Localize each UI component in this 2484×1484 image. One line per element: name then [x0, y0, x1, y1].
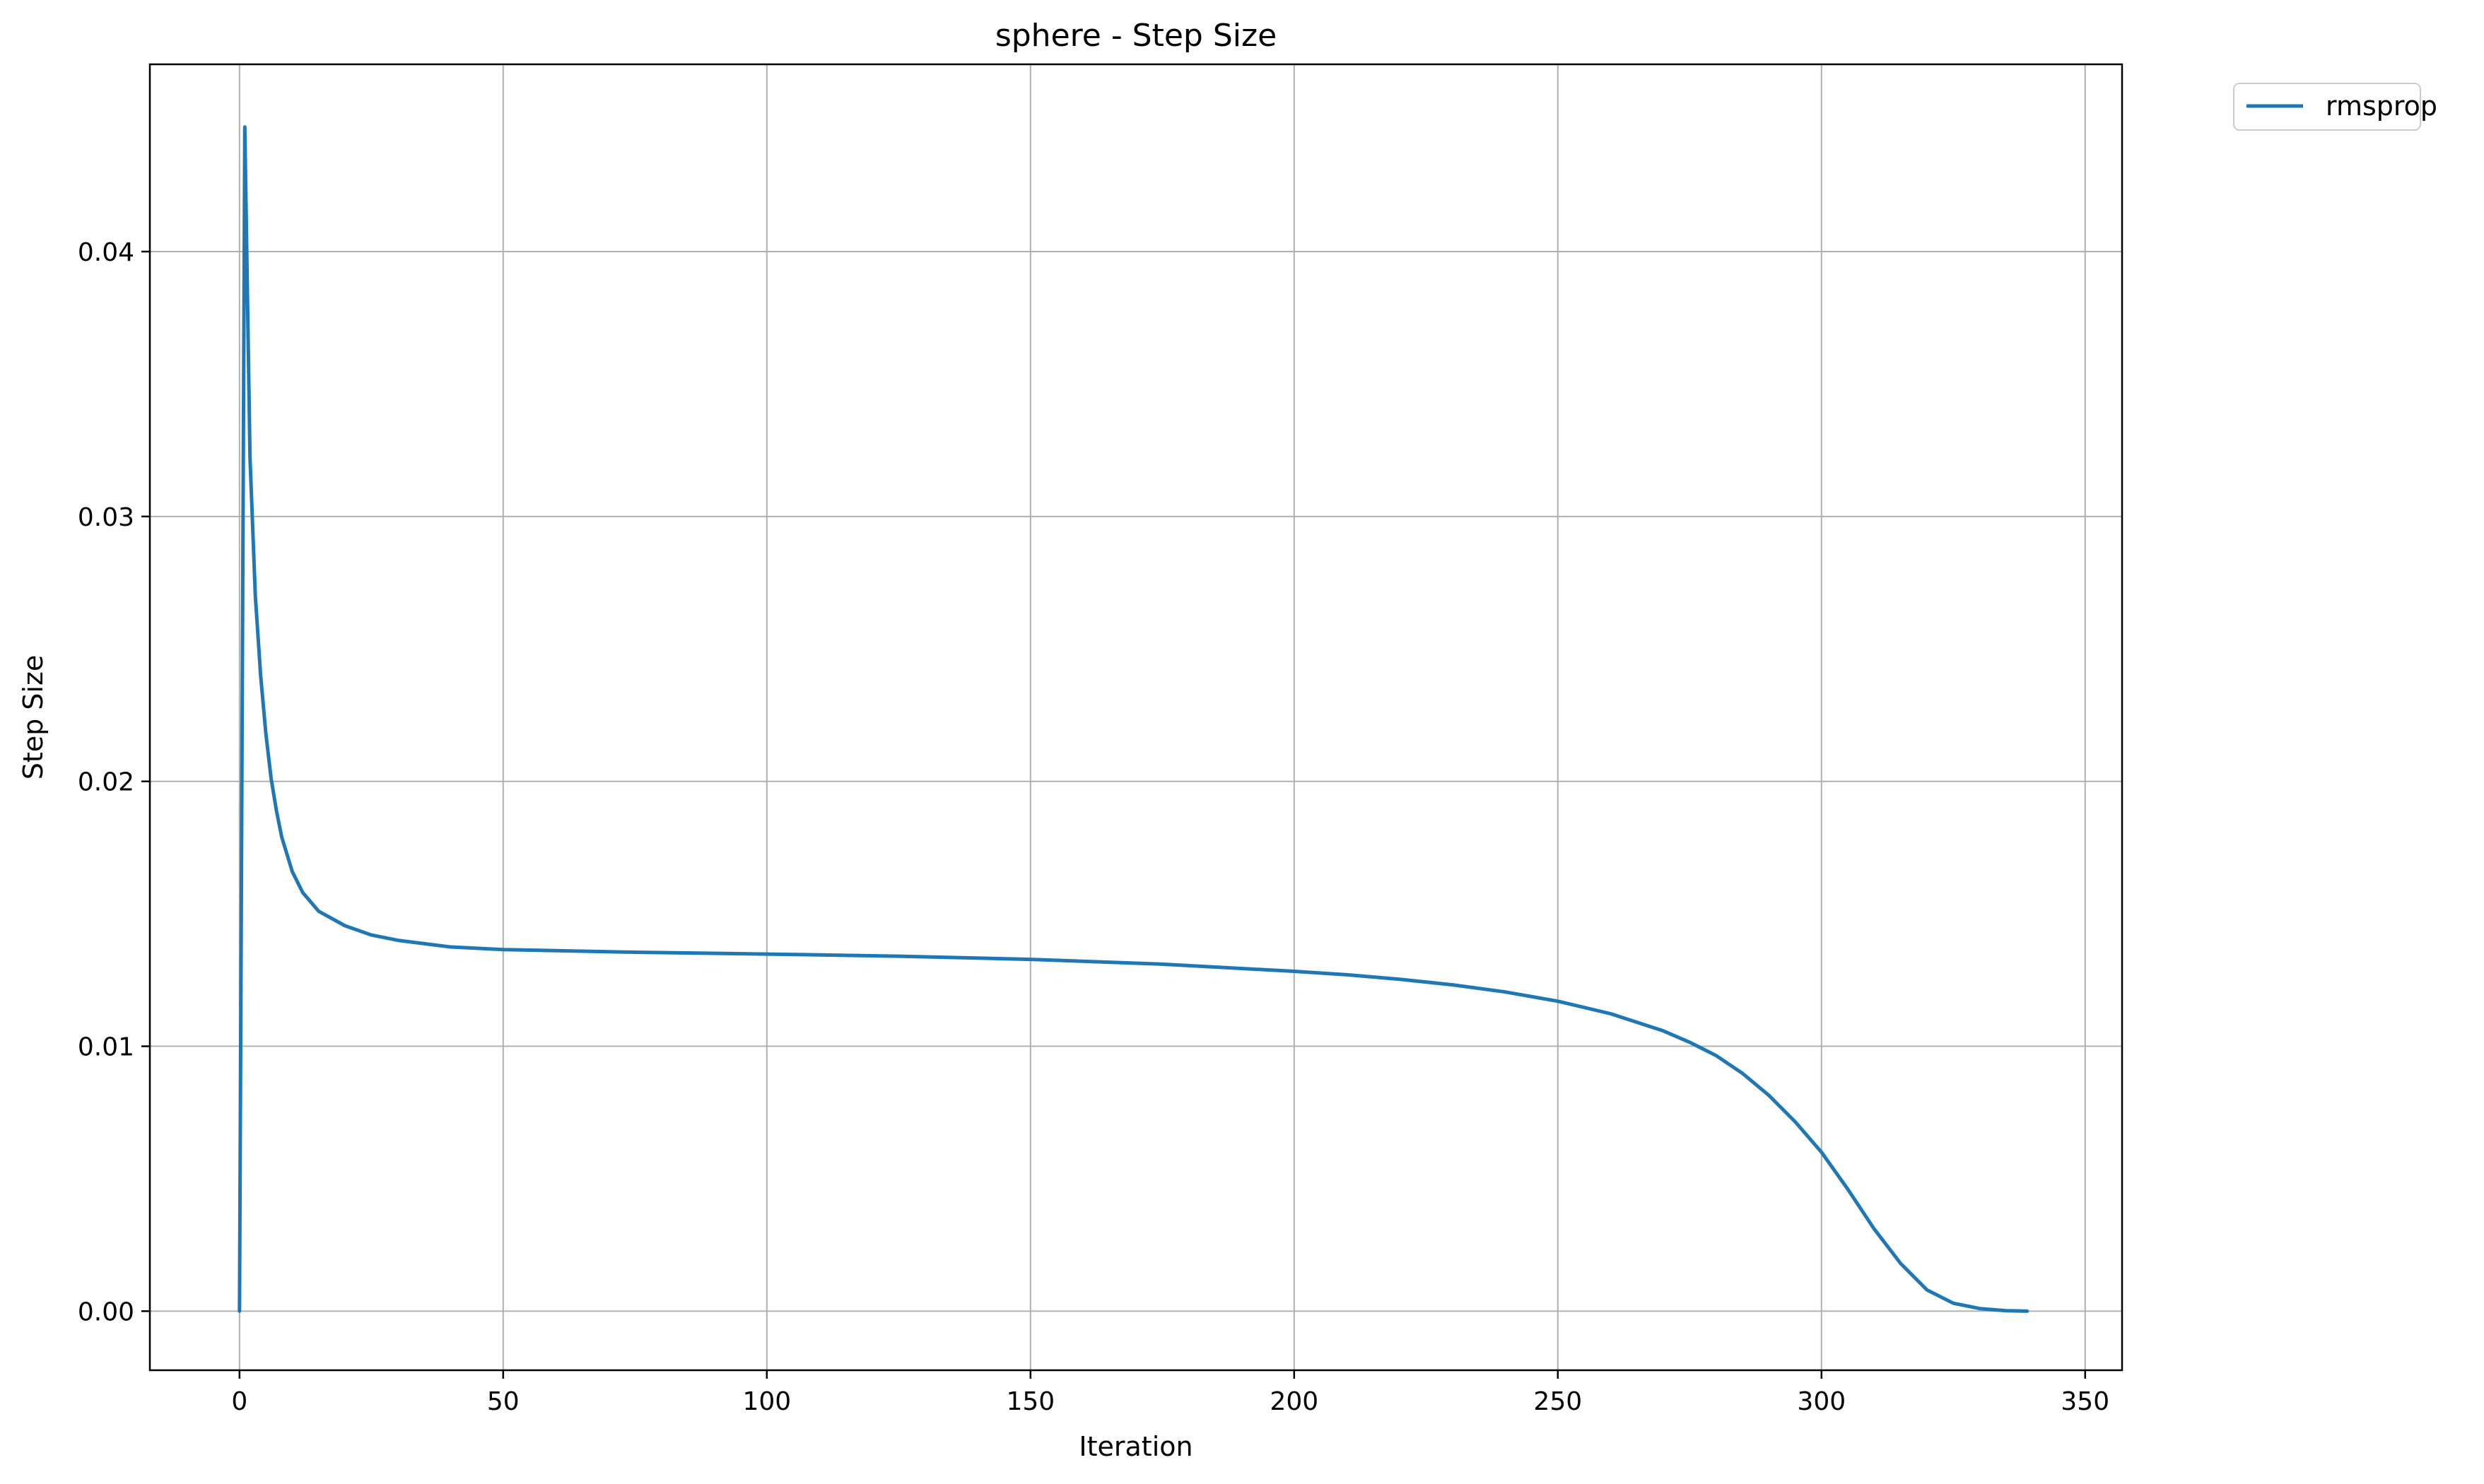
- x-tick-label: 150: [1006, 1387, 1055, 1416]
- legend-label: rmsprop: [2326, 90, 2437, 122]
- legend: rmsprop: [2233, 83, 2437, 131]
- x-tick-label: 300: [1797, 1387, 1846, 1416]
- x-tick-label: 250: [1533, 1387, 1582, 1416]
- y-tick-label: 0.01: [78, 1033, 134, 1062]
- chart-title: sphere - Step Size: [995, 18, 1277, 54]
- y-tick-label: 0.04: [78, 238, 134, 267]
- plot-frame: [148, 63, 2123, 1372]
- x-tick-label: 350: [2061, 1387, 2109, 1416]
- y-axis-label: Step Size: [18, 655, 49, 780]
- y-tick-label: 0.00: [78, 1297, 134, 1326]
- series-line-rmsprop: [238, 125, 2029, 1313]
- plot-background: [150, 64, 2122, 1370]
- x-axis-label: Iteration: [1079, 1431, 1193, 1462]
- x-tick-label: 100: [742, 1387, 791, 1416]
- legend-box: [2233, 83, 2421, 131]
- grid: [150, 64, 2122, 1370]
- plot-lines: [238, 125, 2029, 1313]
- y-tick-label: 0.03: [78, 503, 134, 532]
- x-tick-label: 50: [487, 1387, 520, 1416]
- y-tick-label: 0.02: [78, 768, 134, 797]
- x-tick-label: 0: [231, 1387, 247, 1416]
- ticks: 0 50 100 150 200 250 300 350 0.00 0.01 0.02 0.03 0.0…: [78, 238, 2109, 1416]
- x-tick-label: 200: [1270, 1387, 1318, 1416]
